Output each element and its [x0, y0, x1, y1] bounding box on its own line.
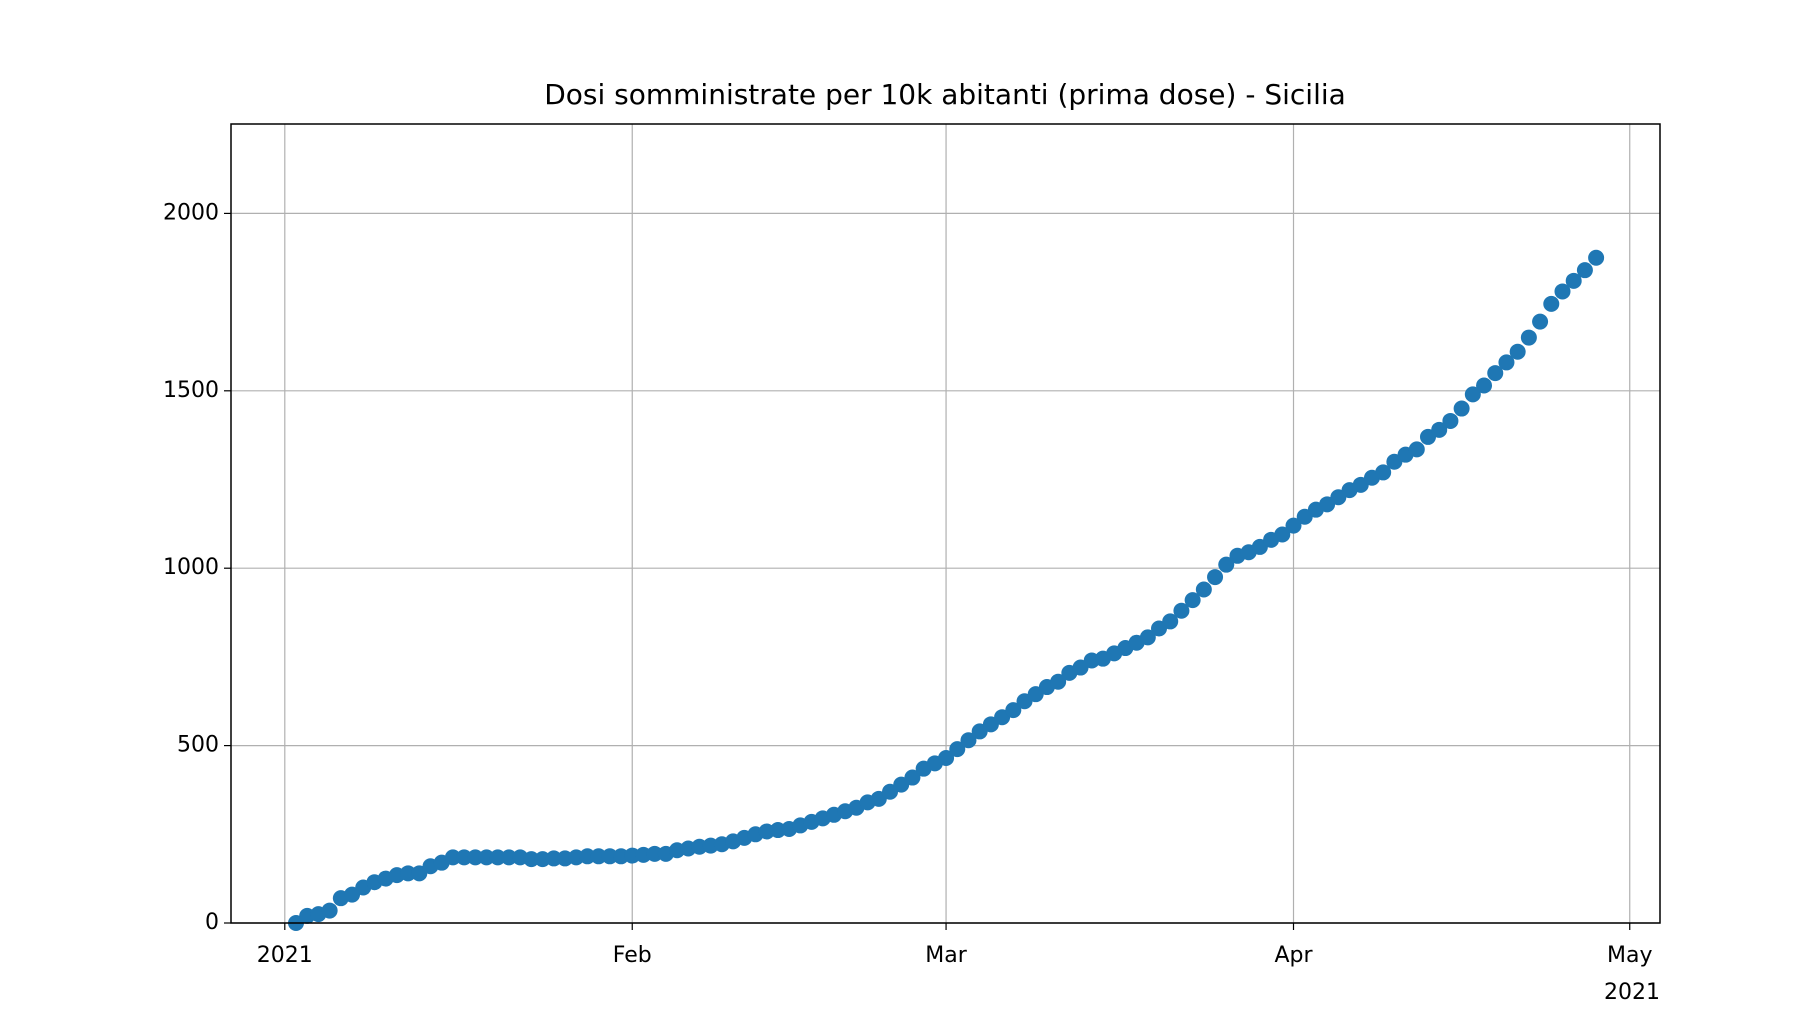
point: [400, 865, 417, 882]
point: [523, 851, 540, 868]
point: [938, 750, 955, 767]
point: [1375, 464, 1392, 481]
point: [1543, 295, 1560, 312]
point: [1285, 517, 1302, 534]
grid: [231, 124, 1660, 924]
point: [1195, 581, 1212, 598]
point: [1576, 262, 1593, 279]
point: [1274, 526, 1291, 543]
point: [949, 741, 966, 758]
x-tick-label: May: [1607, 943, 1652, 968]
point: [1588, 249, 1605, 266]
point: [904, 769, 921, 786]
point: [467, 849, 484, 866]
point: [500, 849, 517, 866]
y-tick-label: 0: [205, 910, 219, 935]
y-tick-label: 500: [177, 733, 219, 758]
point: [960, 732, 977, 749]
point: [1554, 283, 1571, 300]
point: [444, 849, 461, 866]
y-tick-label: 2000: [163, 200, 219, 225]
chart-title: Dosi somministrate per 10k abitanti (pri…: [544, 78, 1346, 111]
point: [1431, 421, 1448, 438]
point: [1520, 329, 1537, 346]
x-tick-label: Mar: [925, 943, 967, 968]
x-tick-label: Feb: [613, 943, 652, 968]
point: [321, 902, 338, 919]
point: [1218, 556, 1235, 573]
point: [601, 848, 618, 865]
point: [1442, 412, 1459, 429]
point: [456, 849, 473, 866]
point: [1184, 592, 1201, 609]
plot-area: [288, 249, 1605, 931]
point: [1509, 343, 1526, 360]
point: [646, 845, 663, 862]
point: [579, 848, 596, 865]
point: [1139, 629, 1156, 646]
point: [545, 850, 562, 867]
point: [1050, 673, 1067, 690]
y-tick-label: 1000: [163, 555, 219, 580]
point: [1173, 602, 1190, 619]
point: [1476, 377, 1493, 394]
y-tick-label: 1500: [163, 378, 219, 403]
point: [1487, 365, 1504, 382]
point: [478, 849, 495, 866]
point: [590, 848, 607, 865]
x-offset-label: 2021: [1604, 980, 1660, 1005]
point: [1532, 313, 1549, 330]
point: [1498, 354, 1515, 371]
point: [489, 849, 506, 866]
point: [1453, 400, 1470, 417]
x-tick-label: Apr: [1274, 943, 1313, 968]
point: [1162, 613, 1179, 630]
point: [1408, 441, 1425, 458]
x-tick-label: 2021: [257, 943, 313, 968]
point: [1207, 569, 1224, 586]
point: [1464, 386, 1481, 403]
point: [1005, 702, 1022, 719]
point: [1565, 272, 1582, 289]
